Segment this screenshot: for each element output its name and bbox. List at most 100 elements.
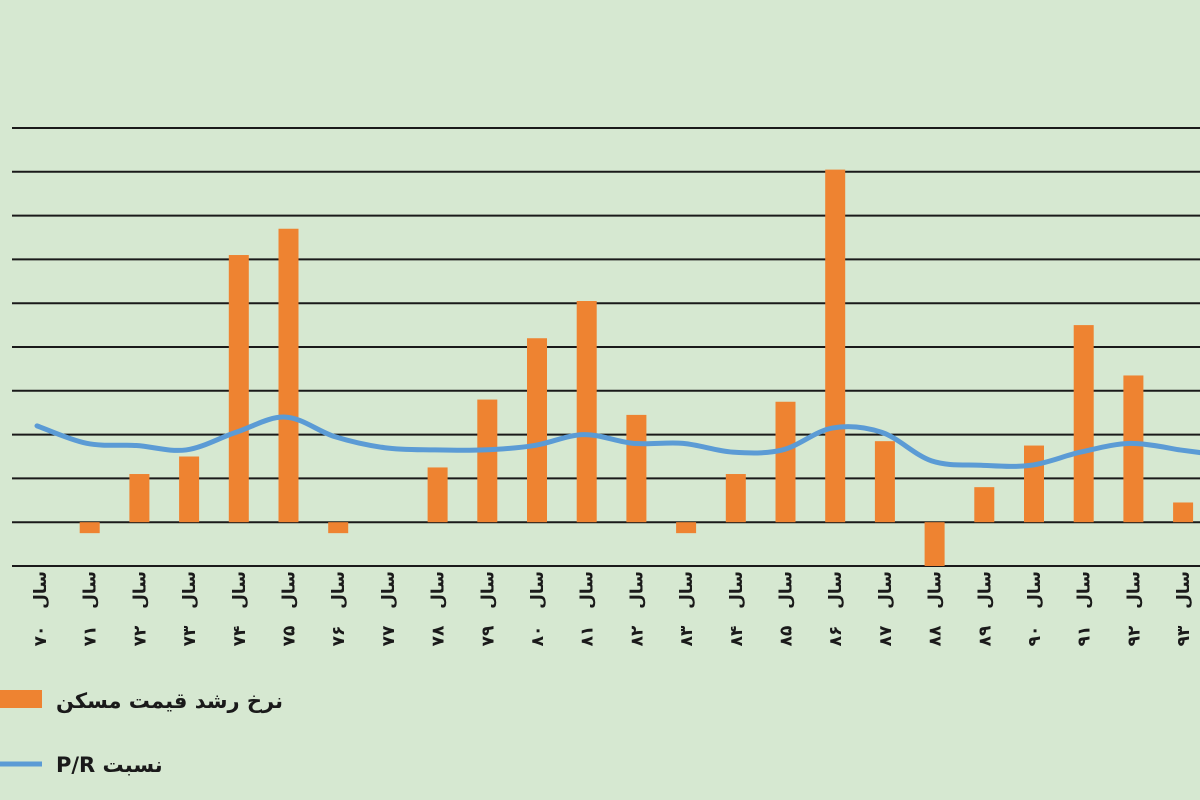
x-tick-year: ۹۳ [1174, 625, 1194, 646]
x-tick: سال ۷۷ [379, 571, 399, 646]
x-tick-year: ۷۰ [31, 626, 51, 647]
x-tick: سال ۸۸ [926, 571, 946, 646]
x-tick: سال ۸۶ [826, 571, 846, 646]
x-tick-prefix: سال [1025, 571, 1045, 609]
x-tick-prefix: سال [1174, 571, 1194, 609]
x-tick: سال ۷۲ [130, 571, 150, 646]
bar [527, 338, 547, 523]
bar [477, 399, 498, 523]
bar [576, 301, 597, 523]
bar [676, 522, 697, 534]
bar [924, 522, 945, 566]
x-tick: سال ۸۱ [578, 571, 598, 646]
bar [1073, 325, 1094, 523]
x-tick-prefix: سال [230, 571, 250, 609]
x-tick-year: ۸۶ [826, 626, 846, 647]
x-tick-prefix: سال [329, 571, 349, 609]
x-tick-prefix: سال [429, 571, 449, 609]
x-tick: سال ۷۴ [230, 571, 250, 646]
x-tick: سال ۷۰ [31, 571, 51, 646]
x-tick: سال ۹۰ [1025, 571, 1045, 646]
bar [725, 474, 746, 523]
x-tick-prefix: سال [180, 571, 200, 609]
x-tick-year: ۷۴ [230, 626, 250, 647]
bar-series [79, 169, 1194, 566]
x-tick-prefix: سال [280, 571, 300, 609]
x-tick-prefix: سال [528, 571, 548, 609]
x-tick-year: ۷۶ [329, 626, 349, 647]
bar [179, 456, 200, 523]
bar [1173, 502, 1194, 523]
x-tick: سال ۸۷ [876, 571, 896, 646]
x-tick: سال ۸۳ [677, 571, 697, 646]
x-tick-year: ۸۸ [926, 625, 946, 646]
x-tick-year: ۸۷ [876, 625, 896, 646]
x-tick: سال ۷۸ [429, 571, 449, 646]
x-tick: سال ۷۱ [81, 571, 101, 646]
x-tick: سال ۷۳ [180, 571, 200, 646]
x-tick-year: ۸۴ [727, 626, 747, 647]
bar [129, 474, 150, 523]
x-tick-prefix: سال [379, 571, 399, 609]
pr-ratio-line [34, 414, 1200, 469]
x-tick-year: ۸۱ [578, 626, 598, 647]
x-tick-year: ۸۹ [975, 625, 995, 646]
x-tick-year: ۹۱ [1075, 626, 1095, 647]
bar [278, 228, 299, 523]
x-axis-ticks: سال ۷۰ سال ۷۱ سال ۷۲ سال ۷۳ سال ۷۴ سال ۷۵ سال ۷۶ سال ۷۷… [31, 571, 1194, 646]
bar [775, 401, 796, 523]
x-tick-year: ۹۲ [1124, 625, 1144, 646]
x-tick-prefix: سال [677, 571, 697, 609]
x-tick-year: ۸۳ [677, 625, 697, 646]
x-tick-year: ۷۸ [429, 625, 449, 646]
x-tick: سال ۷۶ [329, 571, 349, 646]
bar [328, 522, 349, 534]
x-tick-prefix: سال [727, 571, 747, 609]
bar [1024, 445, 1044, 523]
x-tick-prefix: سال [31, 571, 51, 609]
x-tick-prefix: سال [478, 571, 498, 609]
x-tick-year: ۷۹ [478, 625, 498, 646]
x-tick-prefix: سال [926, 571, 946, 609]
x-tick-prefix: سال [1124, 571, 1144, 609]
bar [79, 522, 100, 534]
x-tick-prefix: سال [1075, 571, 1095, 609]
x-tick-prefix: سال [130, 571, 150, 609]
legend-label-pr-ratio: نسبت P/R [56, 753, 163, 777]
x-tick-prefix: سال [777, 571, 797, 609]
line-series [34, 414, 1200, 469]
x-tick-prefix: سال [627, 571, 647, 609]
x-tick-prefix: سال [876, 571, 896, 609]
bar [825, 169, 846, 523]
x-tick-prefix: سال [826, 571, 846, 609]
bar [228, 255, 249, 523]
x-tick-year: ۸۲ [627, 625, 647, 646]
x-tick-year: ۹۰ [1025, 626, 1045, 647]
x-tick: سال ۷۹ [478, 571, 498, 646]
x-tick: سال ۸۵ [777, 571, 797, 646]
x-tick: سال ۹۱ [1075, 571, 1095, 646]
x-tick-year: ۷۲ [130, 625, 150, 646]
legend-label-growth-rate: نرخ رشد قیمت مسکن [56, 689, 283, 713]
x-tick: سال ۷۵ [280, 571, 300, 646]
x-tick-prefix: سال [975, 571, 995, 609]
bar [974, 487, 995, 523]
x-tick: سال ۸۲ [627, 571, 647, 646]
x-tick-year: ۷۱ [81, 626, 101, 647]
bar [874, 441, 895, 523]
bar [427, 467, 448, 523]
x-tick-year: ۷۳ [180, 625, 200, 646]
x-tick-prefix: سال [578, 571, 598, 609]
x-tick: سال ۸۹ [975, 571, 995, 646]
bar [626, 414, 647, 523]
x-tick-year: ۷۵ [280, 626, 300, 647]
bar [1123, 375, 1144, 523]
gridlines [12, 127, 1200, 567]
x-tick: سال ۹۳ [1174, 571, 1194, 646]
x-tick: سال ۹۲ [1124, 571, 1144, 646]
x-tick-year: ۸۵ [777, 626, 797, 647]
x-tick-year: ۷۷ [379, 625, 399, 646]
x-tick-prefix: سال [81, 571, 101, 609]
